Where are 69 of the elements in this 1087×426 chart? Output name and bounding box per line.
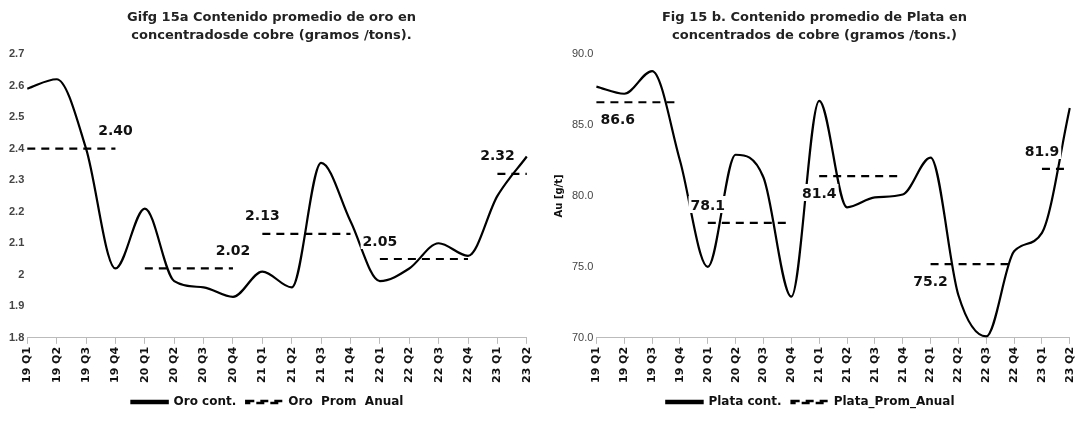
y-tick-label: 2.5 [8, 110, 25, 123]
x-tick-label: 21 Q4 [343, 346, 357, 384]
x-tick-label: 21 Q1 [812, 346, 826, 384]
data-label: 2.32 [480, 147, 515, 164]
x-tick-label: 22 Q2 [951, 346, 965, 384]
x-tick-label: 19 Q4 [672, 346, 686, 384]
x-tick-label: 23 Q1 [1034, 346, 1048, 384]
x-tick-label: 21 Q2 [284, 346, 298, 384]
y-tick-label: 75.0 [571, 259, 594, 272]
x-tick-label: 22 Q4 [1006, 346, 1020, 384]
x-tick-label: 22 Q3 [979, 346, 993, 384]
y-tick-label: 80.0 [571, 188, 594, 201]
line-series [26, 78, 528, 298]
x-tick-label: 23 Q2 [1062, 346, 1076, 384]
x-tick-label: 20 Q3 [196, 346, 210, 384]
x-tick-label: 20 Q1 [137, 346, 151, 384]
legend-label: Oro Prom Anual [288, 394, 404, 409]
legend-label: Oro cont. [173, 394, 237, 409]
y-tick-label: 2.4 [8, 141, 26, 154]
chart-title: Gifg 15a Contenido promedio de oro en concentradosde cobre (gramos /tons). [126, 8, 417, 44]
x-tick-label: 23 Q1 [490, 346, 504, 384]
y-tick-label: 2.2 [8, 204, 25, 217]
y-tick-label: 2.1 [8, 236, 25, 249]
x-tick-label: 22 Q4 [460, 346, 474, 384]
x-tick-label: 21 Q3 [313, 346, 327, 384]
x-tick-label: 19 Q1 [589, 346, 603, 384]
data-label: 75.2 [913, 272, 948, 289]
y-tick-label: 85.0 [571, 118, 594, 130]
x-tick-label: 21 Q2 [839, 346, 853, 384]
data-label: 86.6 [600, 110, 635, 127]
x-tick-label: 20 Q4 [784, 346, 798, 384]
x-tick-label: 20 Q4 [225, 346, 239, 384]
x-tick-label: 20 Q2 [167, 346, 181, 384]
data-label: 78.1 [690, 196, 726, 213]
data-label: 2.05 [362, 232, 398, 249]
x-tick-label: 21 Q4 [895, 346, 909, 384]
data-label: 2.40 [98, 122, 133, 139]
data-label: 81.4 [801, 184, 837, 201]
legend-label: Plata_Prom_Anual [833, 394, 955, 410]
legend-label: Plata cont. [708, 394, 782, 409]
x-tick-label: 19 Q4 [108, 346, 122, 384]
y-tick-label: 1.8 [8, 330, 25, 343]
x-tick-label: 19 Q3 [78, 346, 92, 384]
y-tick-label: 2.7 [8, 47, 25, 60]
y-tick-label: 2 [18, 267, 25, 280]
y-tick-label: 70.0 [571, 330, 594, 343]
x-tick-label: 20 Q1 [700, 346, 714, 384]
chart-title: Fig 15 b. Contenido promedio de Plata en concentrados de cobre (gramos /tons.) [661, 8, 968, 44]
data-label: 2.13 [245, 207, 280, 224]
x-tick-label: 19 Q2 [49, 346, 63, 384]
data-label: 2.02 [215, 242, 251, 259]
x-tick-label: 22 Q3 [431, 346, 445, 384]
x-tick-label: 19 Q2 [617, 346, 631, 384]
x-tick-label: 20 Q2 [728, 346, 742, 384]
x-tick-label: 21 Q3 [867, 346, 881, 384]
x-tick-label: 19 Q1 [20, 346, 34, 384]
y-tick-label: 2.3 [8, 173, 25, 186]
x-tick-label: 22 Q1 [923, 346, 937, 384]
y-tick-label: 2.6 [8, 78, 25, 91]
y-tick-label: 90.0 [571, 47, 594, 60]
x-tick-label: 22 Q2 [402, 346, 416, 384]
x-tick-label: 23 Q2 [519, 346, 533, 384]
y-tick-label: 1.9 [8, 299, 25, 312]
x-tick-label: 22 Q1 [372, 346, 386, 384]
y-axis-title: Au [g/t] [552, 174, 564, 218]
x-tick-label: 21 Q1 [255, 346, 269, 384]
data-label: 81.9 [1024, 142, 1060, 159]
x-tick-label: 20 Q3 [756, 346, 770, 384]
x-tick-label: 19 Q3 [644, 346, 658, 384]
